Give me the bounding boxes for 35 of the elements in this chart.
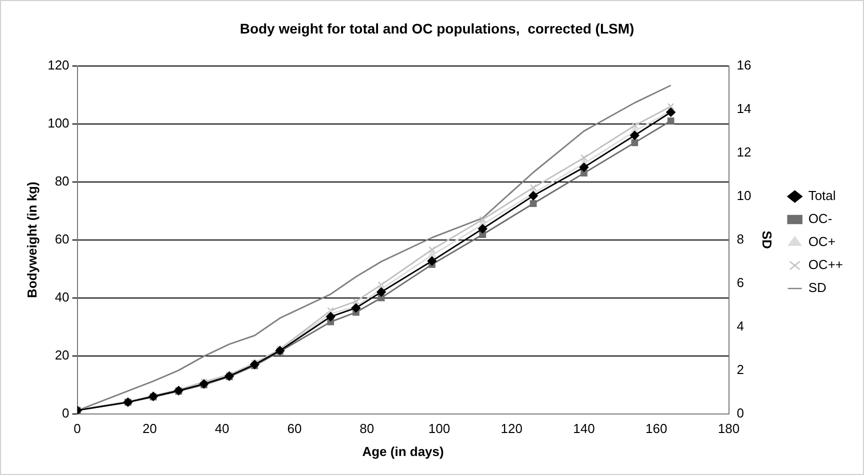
y2-tick-label: 2 <box>736 362 744 377</box>
x-tick-label: 120 <box>500 421 522 436</box>
x-tick-label: 80 <box>360 421 374 436</box>
y-tick-label: 0 <box>62 405 70 420</box>
y-tick-label: 120 <box>48 57 70 72</box>
y2-tick-label: 0 <box>736 405 744 420</box>
y2-tick-label: 16 <box>736 57 752 72</box>
legend-label: OC+ <box>808 234 836 250</box>
y-tick-label: 100 <box>48 115 70 130</box>
chart-title: Body weight for total and OC populations, corrected (LSM) <box>240 20 634 36</box>
y2-tick-label: 6 <box>736 274 744 290</box>
legend-label: OC++ <box>808 257 844 272</box>
legend-label: OC- <box>808 211 832 226</box>
x-tick-label: 40 <box>214 421 230 436</box>
y2-axis-title: SD <box>759 230 774 249</box>
y-tick-label: 40 <box>54 289 70 304</box>
y2-tick-label: 4 <box>736 318 744 334</box>
y2-tick-label: 8 <box>736 231 744 246</box>
y-tick-label: 20 <box>54 347 70 362</box>
x-axis-title: Age (in days) <box>362 444 444 459</box>
x-tick-label: 180 <box>718 421 740 436</box>
y-axis-title: Bodyweight (in kg) <box>24 182 40 298</box>
y2-tick-label: 14 <box>736 100 752 116</box>
y-tick-label: 80 <box>54 173 70 188</box>
x-tick-label: 20 <box>142 421 157 436</box>
y2-tick-label: 12 <box>736 144 752 160</box>
x-tick-label: 140 <box>573 421 595 436</box>
x-tick-label: 160 <box>646 421 668 436</box>
x-tick-label: 0 <box>74 421 81 436</box>
y2-tick-label: 10 <box>736 188 752 203</box>
y-tick-label: 60 <box>54 231 70 246</box>
x-tick-label: 60 <box>287 421 302 436</box>
legend-label: SD <box>808 280 826 296</box>
legend-label: Total <box>808 188 836 204</box>
x-tick-label: 100 <box>428 421 450 436</box>
